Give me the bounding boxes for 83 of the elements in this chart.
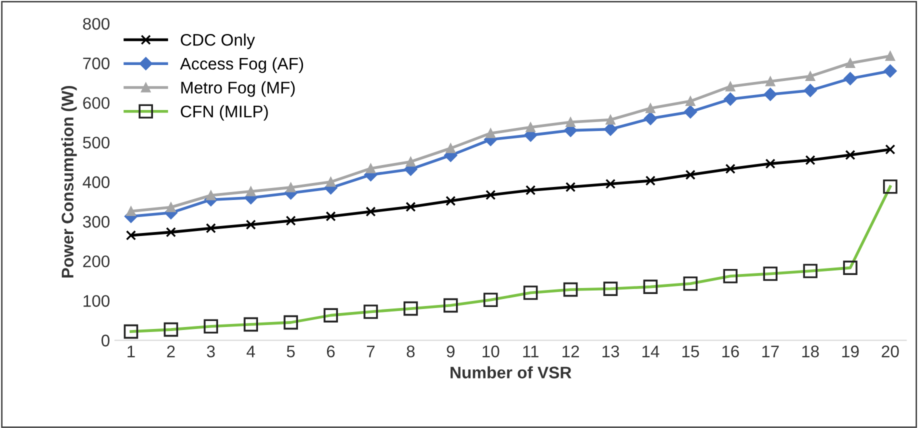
point — [845, 58, 856, 68]
point — [286, 216, 296, 226]
point — [246, 220, 256, 230]
x-tick-label: 13 — [602, 346, 620, 358]
x-tick-label: 6 — [326, 346, 335, 358]
point — [764, 88, 777, 101]
y-tick-label: 200 — [83, 255, 110, 268]
point — [804, 84, 817, 98]
point — [604, 122, 618, 136]
x-tick-label: 9 — [446, 346, 455, 358]
point — [884, 64, 897, 78]
point — [126, 230, 136, 240]
x-tick-label: 10 — [482, 346, 500, 358]
y-tick-label: 100 — [84, 295, 110, 307]
point — [566, 117, 576, 127]
point — [885, 51, 896, 61]
point — [644, 112, 658, 126]
x-tick-label: 5 — [286, 346, 295, 358]
point — [486, 128, 496, 138]
point — [684, 105, 698, 118]
point — [646, 103, 656, 114]
point — [726, 82, 736, 92]
point — [724, 92, 737, 106]
point — [206, 190, 216, 200]
point — [166, 227, 176, 238]
point — [844, 72, 857, 86]
legend-label: Metro Fog (MF) — [181, 81, 295, 97]
point — [765, 158, 776, 169]
x-tick-label: 15 — [682, 346, 699, 358]
y-tick-label: 600 — [83, 97, 110, 109]
x-tick-label: 18 — [802, 346, 819, 358]
x-tick-label: 2 — [167, 346, 175, 358]
point — [406, 202, 416, 212]
point — [326, 177, 336, 187]
x-tick-label: 4 — [246, 346, 256, 358]
x-tick-label: 7 — [366, 346, 375, 358]
legend-label: CFN (MILP) — [180, 105, 268, 121]
point — [725, 164, 736, 174]
x-axis-title: Number of VSR — [450, 366, 572, 378]
x-tick-label: 20 — [882, 346, 899, 358]
x-tick-label: 8 — [406, 346, 415, 358]
x-tick-label: 11 — [523, 346, 538, 358]
y-tick-label: 700 — [83, 58, 110, 70]
point — [885, 144, 896, 155]
point — [845, 150, 856, 160]
point — [526, 122, 536, 132]
x-tick-label: 14 — [642, 346, 660, 358]
legend-label: Access Fog (AF) — [180, 57, 304, 73]
legend-label: CDC Only — [180, 34, 255, 50]
x-tick-label: 12 — [562, 346, 579, 358]
x-tick-label: 16 — [722, 346, 739, 358]
y-tick-label: 800 — [83, 18, 110, 30]
x-tick-label: 17 — [762, 346, 779, 358]
point — [166, 202, 176, 212]
point — [206, 223, 216, 234]
point — [486, 190, 496, 200]
y-tick-label: 400 — [82, 176, 110, 188]
y-tick-label: 300 — [82, 216, 110, 228]
point — [805, 71, 816, 82]
y-tick-label: 0 — [102, 334, 110, 346]
point — [406, 156, 416, 167]
point — [366, 206, 376, 217]
point — [126, 206, 136, 216]
point — [805, 155, 816, 166]
point — [366, 164, 376, 174]
point — [606, 114, 616, 125]
y-axis-title: Power Consumption (W) — [61, 86, 77, 278]
point — [565, 182, 576, 192]
point — [326, 211, 336, 222]
point — [765, 76, 776, 86]
point — [446, 196, 456, 206]
x-tick-label: 1 — [128, 346, 135, 358]
point — [645, 176, 656, 186]
point — [605, 178, 616, 189]
point — [685, 170, 696, 180]
x-tick-label: 19 — [842, 346, 859, 358]
point — [246, 186, 256, 196]
point — [446, 143, 456, 154]
y-tick-label: 500 — [83, 136, 110, 149]
x-tick-label: 3 — [206, 346, 215, 358]
point — [686, 96, 696, 106]
point — [526, 185, 536, 196]
point — [286, 182, 296, 192]
